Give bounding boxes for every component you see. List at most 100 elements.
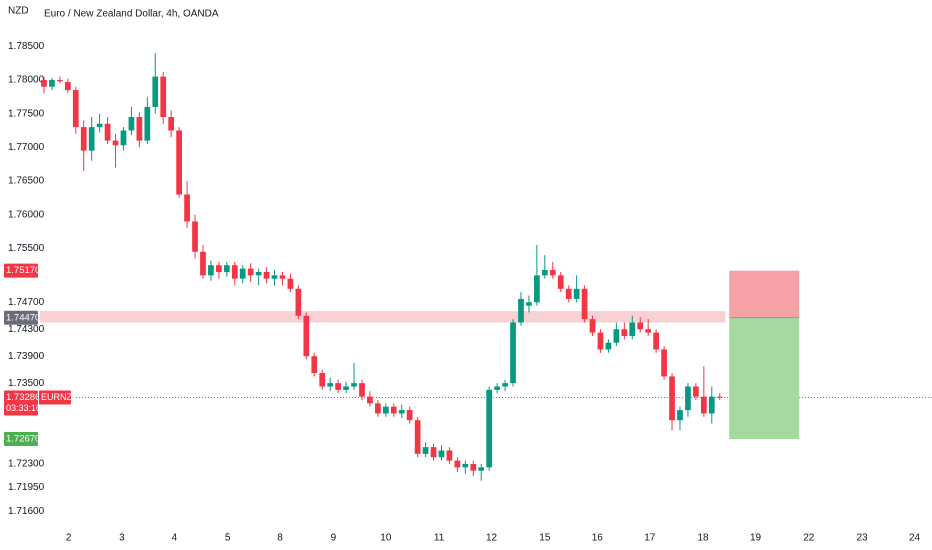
target-price-tag: 1.72670 [6,434,40,445]
y-tick-label: 1.74700 [8,297,45,308]
y-tick-label: 1.73500 [8,378,45,389]
y-tick-label: 1.71600 [8,506,45,517]
candle-body [406,410,413,421]
x-tick-label: 5 [225,533,231,544]
candle-body [223,265,230,272]
candle-body [351,383,357,387]
target-price-tag-bg [4,432,38,447]
target-zone [729,317,800,440]
candle-body [128,117,135,131]
currency-label: NZD [8,6,29,17]
candle-body [573,288,580,299]
x-tick-label: 4 [172,533,178,544]
candle-body [589,319,596,333]
current-price-tag-bg [4,390,38,416]
candle-body [57,79,63,82]
x-tick-label: 22 [803,533,815,544]
y-tick-label: 1.76000 [8,209,45,220]
symbol-tag-bg [39,390,71,405]
x-tick-label: 2 [66,533,72,544]
chart-title: Euro / New Zealand Dollar, 4h, OANDA [44,9,219,20]
candle-body [303,315,310,357]
candle-body [247,268,254,276]
x-tick-label: 16 [592,533,604,544]
candle-body [239,268,246,279]
candle-body [192,221,198,252]
candle-body [64,81,71,91]
candle-body [629,322,636,336]
candle-body [367,396,373,404]
y-tick-label: 1.73900 [8,351,45,362]
candle-body [311,356,318,374]
candle-body [605,342,612,350]
candle-body [49,79,55,87]
candle-body [526,302,532,306]
candle-body [375,403,381,414]
candle-body [700,396,707,414]
candle-body [120,130,127,146]
x-tick-label: 11 [434,533,445,544]
candle-body [72,90,79,128]
candle-body [319,373,326,387]
candle-body [104,123,111,141]
candle-body [502,383,508,387]
candle-body [486,389,493,468]
stop-price-tag: 1.75170 [6,265,40,276]
candle-body [231,265,238,279]
candle-body [716,396,723,398]
candle-body [255,271,262,276]
candle-body [152,76,159,107]
x-tick-label: 10 [380,533,392,544]
y-tick-label: 1.75500 [8,243,45,254]
candle-body [168,117,175,131]
x-tick-label: 8 [277,533,283,544]
candle-body [454,460,461,468]
x-tick-label: 15 [539,533,551,544]
candle-body [557,275,564,289]
current-price-tag: 1.73286 [6,392,40,403]
candle-body [398,410,405,414]
candle-body [414,420,421,454]
candle-body [271,275,278,279]
candle-body [510,322,516,384]
resistance-zone [40,311,726,323]
candle-body [382,406,389,414]
candle-body [112,140,119,146]
stop-price-tag-bg [4,263,38,278]
x-tick-label: 18 [697,533,709,544]
candle-body [541,269,548,276]
candle-body [41,79,47,87]
candle-body [470,463,477,471]
x-tick-label: 12 [486,533,498,544]
candle-body [581,288,588,320]
y-tick-label: 1.72300 [8,459,45,470]
candle-body [263,271,270,279]
y-tick-label: 1.71950 [8,482,45,493]
candle-body [534,275,540,303]
candle-body [359,383,365,397]
candle-body [287,278,294,289]
y-tick-label: 1.78500 [8,41,45,52]
x-tick-label: 24 [909,533,921,544]
candle-body [335,383,341,390]
candle-body [200,251,206,276]
candle-body [661,349,667,377]
x-tick-label: 17 [644,533,656,544]
candle-body [669,376,675,421]
candle-body [549,269,556,276]
candle-body [160,76,167,118]
candle-body [144,106,151,141]
candle-body [645,329,652,333]
y-tick-label: 1.77500 [8,108,45,119]
x-tick-label: 3 [119,533,125,544]
entry-price-tag: 1.74470 [6,312,40,323]
candle-body [677,410,683,421]
candle-body [494,386,500,390]
x-tick-label: 19 [750,533,762,544]
candle-body [637,322,644,330]
stop-zone [729,270,800,318]
candle-body [390,406,397,414]
candle-body [295,288,302,316]
candle-body [176,130,182,195]
